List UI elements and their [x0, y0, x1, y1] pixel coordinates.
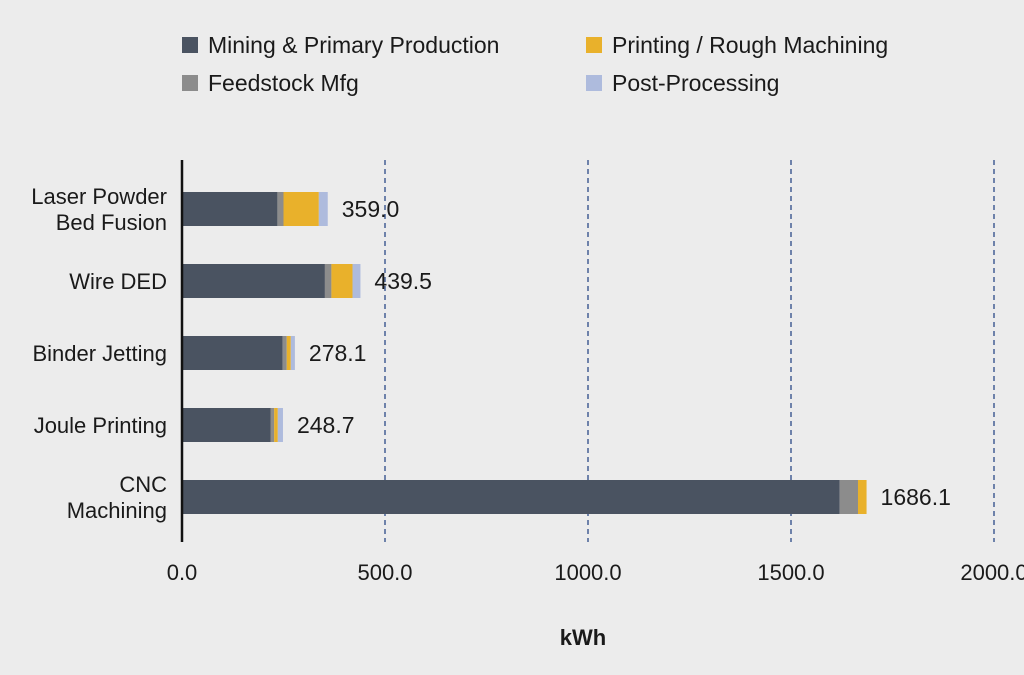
legend-swatch-3	[586, 75, 602, 91]
legend-label-1: Feedstock Mfg	[208, 70, 359, 96]
bar-segment-2-0	[182, 336, 283, 370]
total-label-4: 1686.1	[881, 484, 951, 510]
bar-segment-3-3	[277, 408, 283, 442]
bar-segment-4-2	[857, 480, 867, 514]
legend-swatch-0	[182, 37, 198, 53]
bar-segment-1-3	[352, 264, 361, 298]
x-tick-label-2: 1000.0	[554, 560, 621, 585]
category-label-1-0: Wire DED	[69, 269, 167, 294]
bar-segment-3-1	[270, 408, 275, 442]
legend-label-2: Printing / Rough Machining	[612, 32, 888, 58]
category-label-0-1: Bed Fusion	[56, 210, 167, 235]
category-label-4-0: CNC	[119, 472, 167, 497]
bar-segment-2-1	[282, 336, 287, 370]
x-axis-tick-labels: 0.0 500.0 1000.0 1500.0 2000.0	[167, 560, 1024, 585]
legend-swatch-2	[586, 37, 602, 53]
total-label-1: 439.5	[374, 268, 432, 294]
legend-swatch-1	[182, 75, 198, 91]
legend-label-0: Mining & Primary Production	[208, 32, 499, 58]
bars	[182, 192, 867, 514]
x-tick-label-4: 2000.0	[960, 560, 1024, 585]
legend-label-3: Post-Processing	[612, 70, 779, 96]
bar-segment-0-3	[318, 192, 328, 226]
gridlines	[384, 160, 995, 542]
total-label-2: 278.1	[309, 340, 367, 366]
bar-segment-0-0	[182, 192, 278, 226]
category-label-0-0: Laser Powder	[31, 184, 167, 209]
legend: Mining & Primary Production Printing / Ro…	[182, 32, 888, 96]
bar-segment-2-3	[290, 336, 295, 370]
bar-segment-1-2	[331, 264, 353, 298]
bar-segment-4-1	[839, 480, 858, 514]
x-tick-label-3: 1500.0	[757, 560, 824, 585]
bar-segment-0-1	[277, 192, 284, 226]
category-label-2-0: Binder Jetting	[32, 341, 167, 366]
x-tick-label-1: 500.0	[357, 560, 412, 585]
total-label-0: 359.0	[342, 196, 400, 222]
bar-segment-3-2	[274, 408, 278, 442]
bar-segment-2-2	[286, 336, 291, 370]
bar-segment-3-0	[182, 408, 271, 442]
bar-segment-1-0	[182, 264, 325, 298]
x-axis-title: kWh	[560, 625, 606, 650]
bar-segment-0-2	[283, 192, 319, 226]
category-label-4-1: Machining	[67, 498, 167, 523]
total-labels: 359.0 439.5 278.1 248.7 1686.1	[297, 196, 951, 510]
category-label-3-0: Joule Printing	[34, 413, 167, 438]
bar-segment-4-0	[182, 480, 840, 514]
bar-segment-1-1	[324, 264, 332, 298]
total-label-3: 248.7	[297, 412, 355, 438]
x-tick-label-0: 0.0	[167, 560, 198, 585]
